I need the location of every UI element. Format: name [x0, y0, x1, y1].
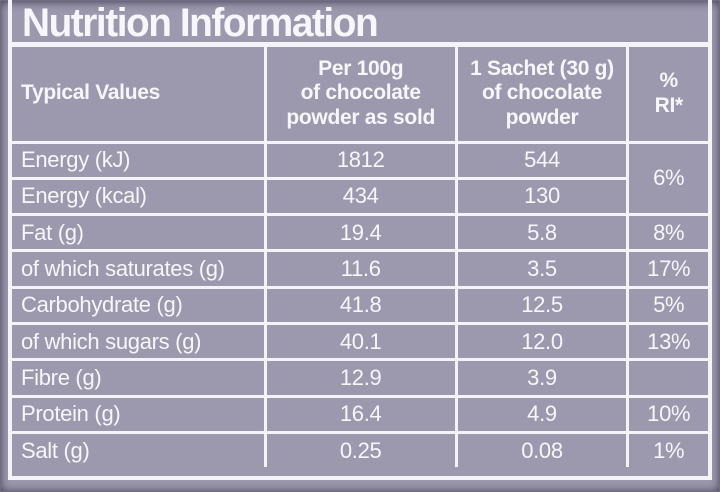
row-label: Fat (g) [10, 213, 267, 253]
row-label: Carbohydrate (g) [10, 285, 267, 326]
row-label: of which saturates (g) [10, 249, 267, 289]
table-row-salt: Salt (g) 0.25 0.08 1% [10, 431, 710, 469]
table-row-saturates: of which saturates (g) 11.6 3.5 17% [10, 249, 710, 289]
value-per-sachet: 544 [454, 140, 630, 180]
value-per-sachet: 12.5 [454, 285, 630, 326]
row-label: Fibre (g) [10, 358, 267, 398]
value-per-100g: 11.6 [263, 249, 458, 289]
value-percent-ri: 13% [626, 322, 710, 362]
page-title: Nutrition Information [22, 1, 379, 45]
table-row-sugars: of which sugars (g) 40.1 12.0 13% [10, 322, 710, 362]
row-label: Energy (kcal) [10, 176, 267, 217]
value-per-sachet: 3.5 [454, 249, 630, 289]
value-per-sachet: 12.0 [454, 322, 630, 362]
table-row-carbohydrate: Carbohydrate (g) 41.8 12.5 5% [10, 285, 710, 326]
table-row-energy-kcal: Energy (kcal) 434 130 [10, 176, 708, 217]
table-row-fat: Fat (g) 19.4 5.8 8% [10, 213, 710, 253]
value-per-100g: 1812 [263, 140, 458, 180]
value-per-sachet: 0.08 [454, 431, 630, 469]
value-percent-ri: 1% [626, 431, 710, 469]
value-per-sachet: 5.8 [454, 213, 630, 253]
value-per-100g: 434 [263, 176, 458, 217]
col-header-per-sachet: 1 Sachet (30 g) of chocolate powder [454, 45, 630, 144]
nutrition-table: Typical Values Per 100g of chocolate pow… [10, 45, 710, 469]
row-label: Protein (g) [10, 394, 267, 435]
value-percent-ri: 6% [626, 140, 710, 217]
value-percent-ri: 10% [626, 394, 710, 435]
value-per-sachet: 3.9 [454, 358, 630, 398]
title-bar: Nutrition Information [12, 0, 708, 47]
value-per-100g: 12.9 [263, 358, 458, 398]
value-per-100g: 41.8 [263, 285, 458, 326]
value-per-100g: 40.1 [263, 322, 458, 362]
value-per-100g: 19.4 [263, 213, 458, 253]
value-percent-ri: 5% [626, 285, 710, 326]
row-label: Salt (g) [10, 431, 267, 469]
table-row-fibre: Fibre (g) 12.9 3.9 [10, 358, 710, 398]
row-label: of which sugars (g) [10, 322, 267, 362]
col-header-per-100g: Per 100g of chocolate powder as sold [263, 45, 458, 144]
table-header-row: Typical Values Per 100g of chocolate pow… [10, 45, 710, 144]
value-per-100g: 16.4 [263, 394, 458, 435]
value-percent-ri [626, 358, 710, 398]
table-row-protein: Protein (g) 16.4 4.9 10% [10, 394, 710, 435]
value-per-sachet: 130 [454, 176, 630, 217]
value-per-100g: 0.25 [263, 431, 458, 469]
value-percent-ri: 8% [626, 213, 710, 253]
col-header-typical-values: Typical Values [10, 45, 267, 144]
value-per-sachet: 4.9 [454, 394, 630, 435]
col-header-percent-ri: % RI* [626, 45, 710, 144]
label-frame: Nutrition Information Typical Values Per… [8, 0, 712, 480]
row-label: Energy (kJ) [10, 140, 267, 180]
table-row-energy-kj: Energy (kJ) 1812 544 6% [10, 140, 710, 217]
value-percent-ri: 17% [626, 249, 710, 289]
